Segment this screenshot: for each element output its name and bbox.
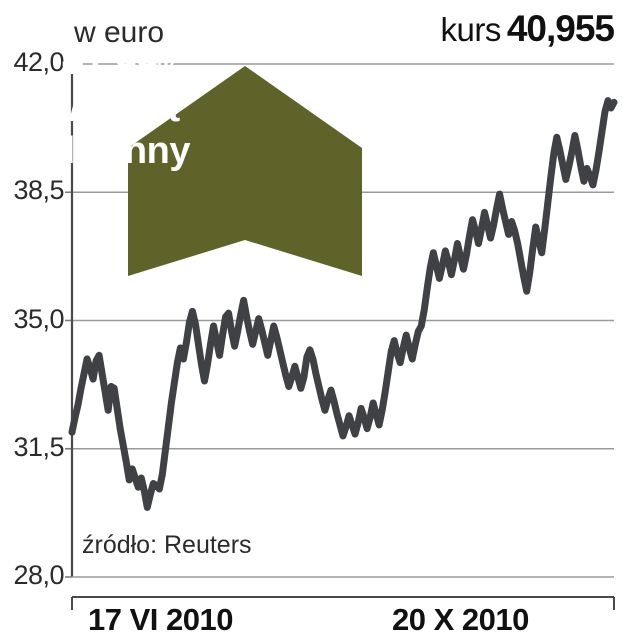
badge-arrow-shape (128, 66, 362, 276)
x-axis-bracket (71, 596, 615, 610)
x-axis-label-start: 17 VI 2010 (88, 602, 233, 637)
y-axis-tick-label-35: 35,0 (13, 303, 64, 334)
x-axis-label-end: 20 X 2010 (392, 602, 529, 637)
kurs-block: kurs 40,955 (440, 8, 615, 50)
y-axis-tick-label-42: 42,0 (13, 47, 64, 77)
kurs-value: 40,955 (506, 8, 615, 49)
y-axis-unit-label: w euro (74, 16, 165, 49)
growth-badge (128, 66, 362, 276)
source-note: źródło: Reuters (82, 531, 252, 559)
kurs-label: kurs (440, 11, 501, 48)
y-axis-tick-label-38-5: 38,5 (13, 175, 64, 206)
price-line (68, 97, 618, 511)
y-axis-tick-label-28: 28,0 (13, 560, 64, 590)
y-axis-tick-label-31-5: 31,5 (13, 431, 64, 462)
axis-frame (65, 63, 614, 578)
